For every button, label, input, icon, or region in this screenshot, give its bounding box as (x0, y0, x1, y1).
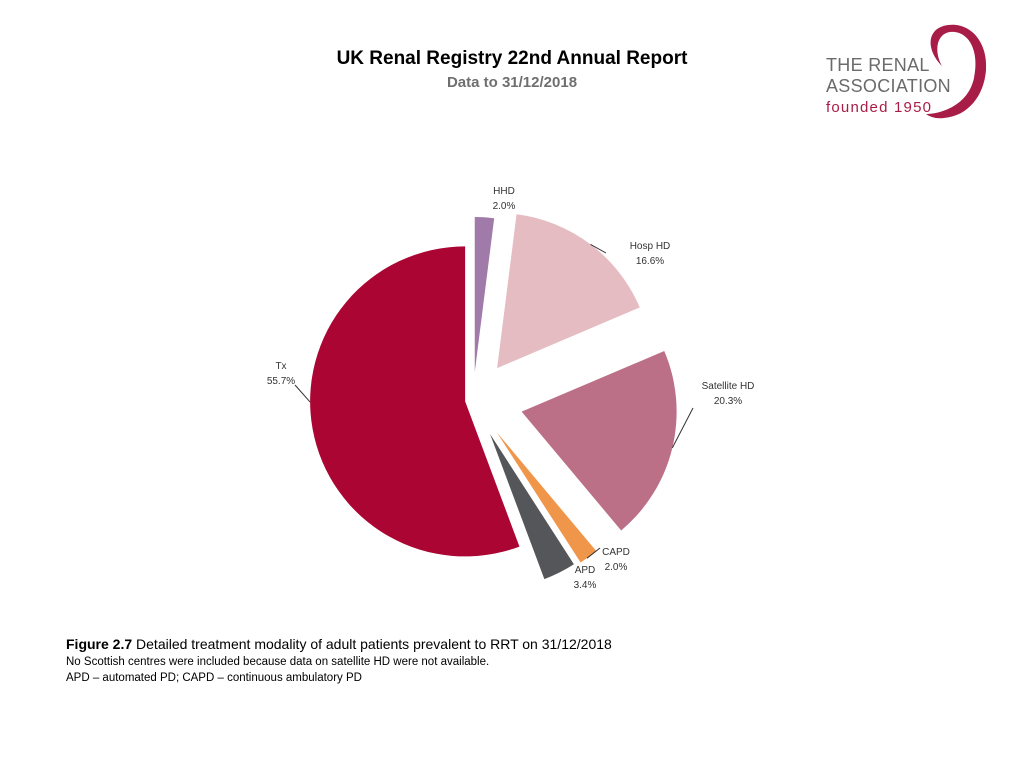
figure-number: Figure 2.7 (66, 636, 133, 652)
slice-label-name-hhd: HHD (493, 186, 515, 197)
slice-label-value-capd: 2.0% (605, 562, 628, 573)
caption-note-abbreviations: APD – automated PD; CAPD – continuous am… (66, 672, 362, 684)
pie-slice-capd (496, 432, 597, 563)
leader-line-satellite-hd (671, 407, 694, 449)
pie-slice-satellite-hd (521, 351, 677, 531)
slice-label-name-tx: Tx (275, 361, 286, 372)
pie-chart: HHD 2.0% Hosp HD 16.6% Satellite HD 20.3% CAPD… (267, 186, 755, 591)
logo-text-line1: THE RENAL (826, 55, 930, 75)
slice-label-name-apd: APD (575, 565, 596, 576)
leader-line-capd (586, 547, 601, 559)
report-header: UK Renal Registry 22nd Annual Report Dat… (0, 48, 1024, 91)
logo-text-line2: ASSOCIATION (826, 76, 951, 96)
renal-association-logo: THE RENAL ASSOCIATION founded 1950 (822, 22, 992, 122)
figure-caption: Figure 2.7 Detailed treatment modality o… (66, 636, 966, 684)
slice-label-value-tx: 55.7% (267, 376, 295, 387)
caption-text: Detailed treatment modality of adult pat… (136, 636, 612, 652)
caption-note-scotland: No Scottish centres were included becaus… (66, 656, 490, 668)
pie-slice-hosp-hd (497, 214, 640, 369)
caption-main: Figure 2.7 Detailed treatment modality o… (66, 636, 966, 652)
slice-label-value-hhd: 2.0% (493, 201, 516, 212)
slice-label-value-hosp-hd: 16.6% (636, 256, 664, 267)
slice-label-name-hosp-hd: Hosp HD (630, 241, 671, 252)
slice-label-name-capd: CAPD (602, 547, 630, 558)
pie-slice-tx (310, 246, 520, 557)
pie-slice-apd (490, 433, 574, 580)
pie-slice-hhd (474, 217, 495, 373)
slice-label-name-satellite-hd: Satellite HD (702, 381, 755, 392)
slice-label-value-satellite-hd: 20.3% (714, 396, 742, 407)
leader-line-tx (294, 384, 311, 403)
logo-text-line3: founded 1950 (826, 99, 933, 116)
leader-line-hosp-hd (590, 243, 607, 254)
report-title: UK Renal Registry 22nd Annual Report (336, 48, 688, 69)
slice-label-value-apd: 3.4% (574, 580, 597, 591)
report-subtitle: Data to 31/12/2018 (446, 74, 578, 91)
logo-swoosh-icon (926, 24, 987, 119)
